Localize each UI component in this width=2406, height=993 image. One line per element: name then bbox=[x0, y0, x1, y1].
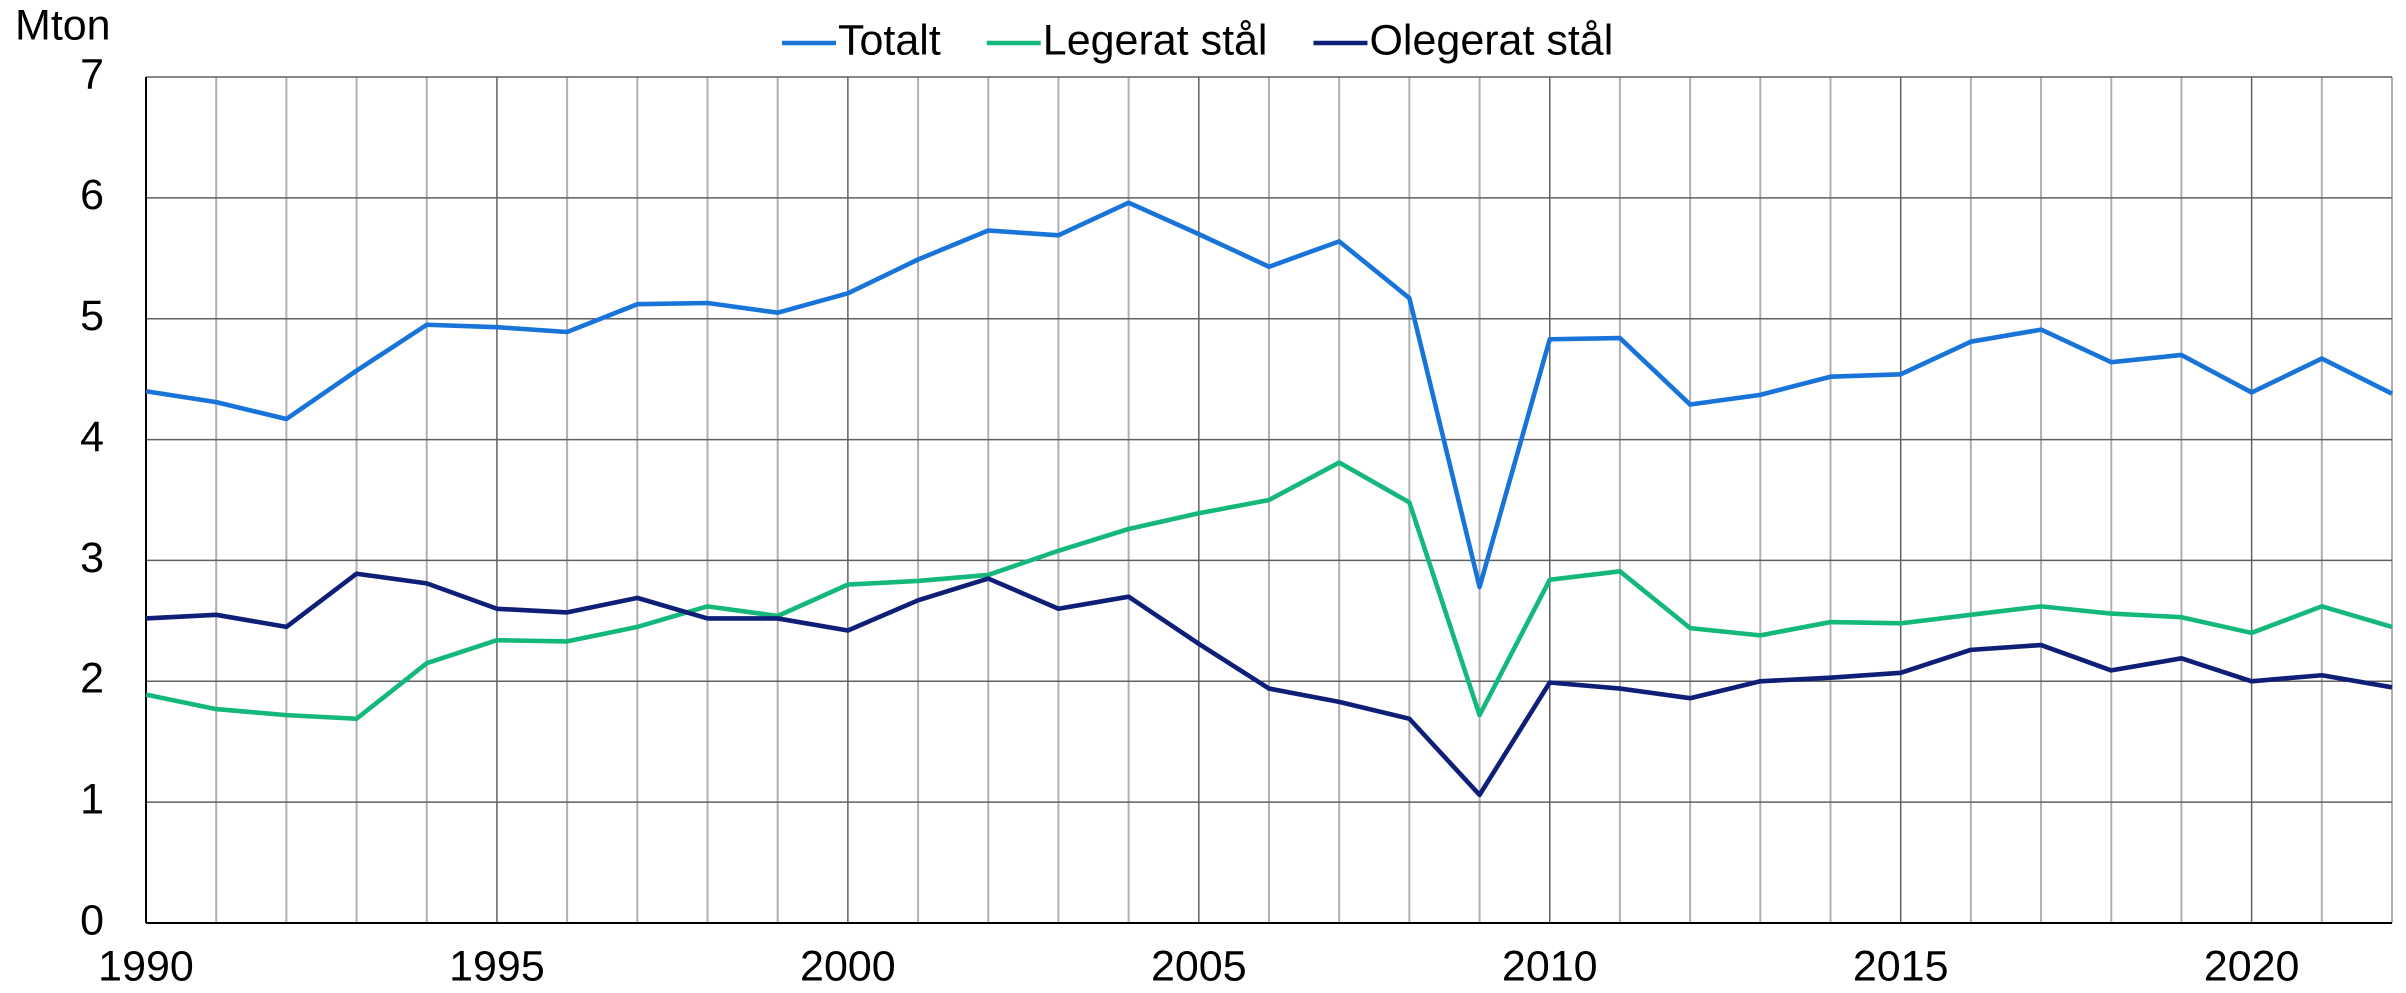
y-tick-label: 7 bbox=[80, 50, 104, 98]
legend-label: Totalt bbox=[838, 16, 941, 64]
y-tick-label: 4 bbox=[80, 413, 104, 461]
y-tick-label: 0 bbox=[80, 896, 104, 944]
legend-label: Olegerat stål bbox=[1369, 16, 1613, 64]
legend-label: Legerat stål bbox=[1043, 16, 1268, 64]
x-tick-label: 2010 bbox=[1502, 942, 1598, 990]
x-tick-label: 2005 bbox=[1151, 942, 1247, 990]
y-tick-label: 2 bbox=[80, 655, 104, 703]
y-tick-label: 5 bbox=[80, 292, 104, 340]
y-tick-label: 6 bbox=[80, 171, 104, 219]
y-tick-label: 3 bbox=[80, 534, 104, 582]
x-tick-label: 2015 bbox=[1853, 942, 1949, 990]
data-line bbox=[145, 460, 2393, 722]
x-tick-label: 2020 bbox=[2204, 942, 2300, 990]
data-line bbox=[145, 571, 2393, 798]
x-tick-label: 2000 bbox=[800, 942, 896, 990]
y-tick-label: 1 bbox=[80, 776, 104, 824]
x-tick-label: 1995 bbox=[449, 942, 545, 990]
y-axis-label: Mton bbox=[15, 1, 111, 49]
x-tick-label: 1990 bbox=[98, 942, 194, 990]
data-line bbox=[145, 200, 2394, 590]
